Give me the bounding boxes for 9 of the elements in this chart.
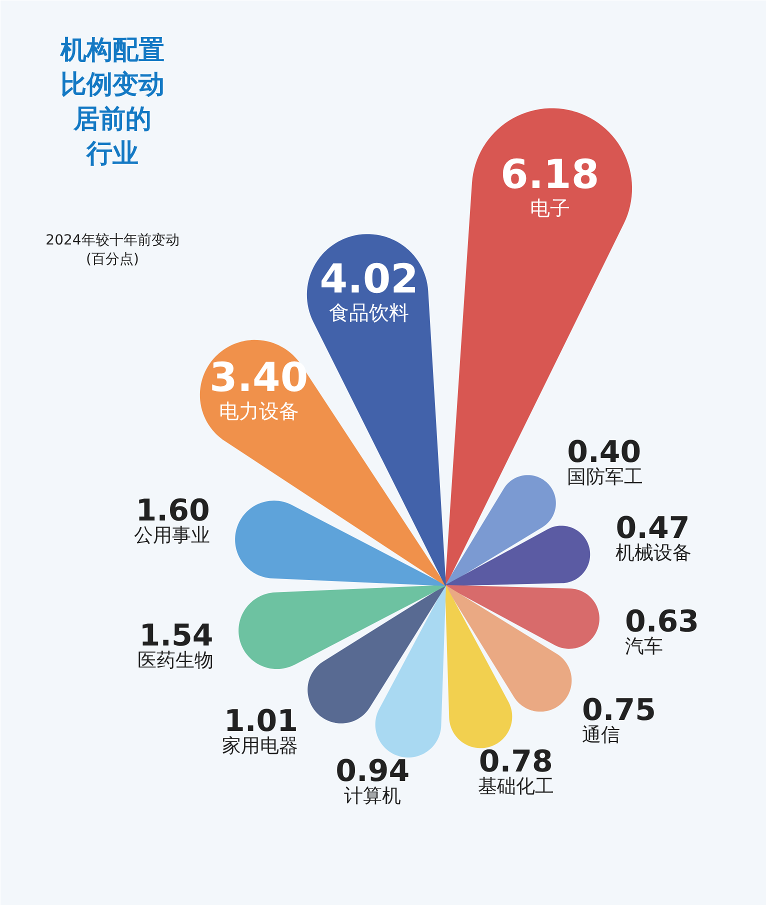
data-label: 6.18 (500, 152, 600, 198)
text: 机构配置比例变动居前的行业 (60, 36, 164, 169)
category-label: 食品饮料 (329, 300, 410, 325)
data-label: 4.02 (320, 256, 419, 303)
category-label: 计算机 (344, 784, 402, 807)
category-label: 电子 (530, 196, 570, 220)
text: 2024年较十年前变动 (百分点) (46, 232, 180, 268)
category-label: 电力设备 (218, 398, 299, 423)
data-label: 3.40 (210, 354, 308, 401)
